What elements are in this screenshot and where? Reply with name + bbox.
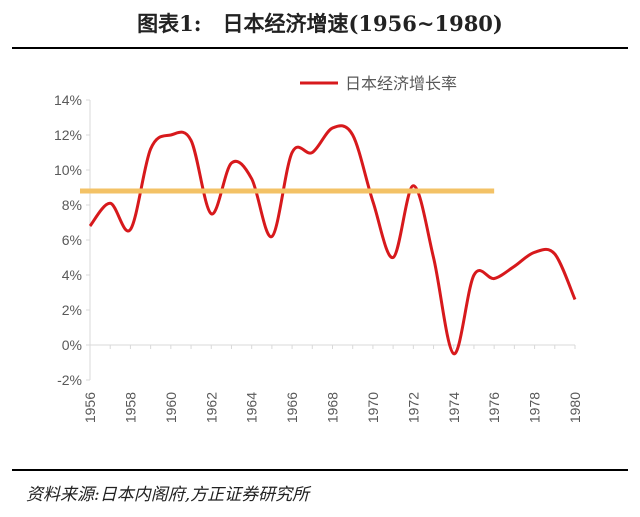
y-tick-label: 4%	[62, 267, 82, 283]
x-tick-label: 1956	[82, 392, 98, 423]
x-tick-label: 1964	[244, 392, 260, 423]
figure-title: 图表1: 日本经济增速(1956~1980)	[137, 11, 503, 36]
x-tick-label: 1960	[163, 392, 179, 423]
source-divider	[12, 469, 628, 471]
data-point	[89, 225, 92, 228]
x-axis: 1956 1958 1960 1962 1964 1966 1968 1970 1972 1974…	[82, 344, 583, 423]
x-tick-label: 1980	[567, 392, 583, 423]
data-point	[553, 253, 556, 256]
y-tick-label: 12%	[54, 127, 82, 143]
legend: 日本经济增长率	[300, 75, 457, 93]
data-point	[270, 235, 273, 238]
data-point	[351, 134, 354, 137]
data-point	[129, 228, 132, 231]
data-point	[250, 177, 253, 180]
growth-rate-line	[88, 124, 577, 356]
y-tick-label: 0%	[62, 337, 82, 353]
data-point	[513, 265, 516, 268]
y-tick-label: 8%	[62, 197, 82, 213]
data-point	[392, 256, 395, 259]
y-tick-label: -2%	[57, 372, 82, 388]
data-point	[190, 139, 193, 142]
x-tick-label: 1974	[446, 392, 462, 423]
x-tick-label: 1976	[486, 392, 502, 423]
x-tick-label: 1970	[365, 392, 381, 423]
data-point	[371, 200, 374, 203]
data-point	[311, 151, 314, 154]
x-tick-label: 1978	[527, 392, 543, 423]
data-point	[230, 162, 233, 165]
source-note: 资料来源:日本内阁府,方正证券研究所	[26, 485, 310, 505]
series-layer	[80, 124, 577, 356]
data-point	[452, 352, 455, 355]
data-point	[210, 212, 213, 215]
data-point	[533, 251, 536, 254]
data-point	[149, 148, 152, 151]
data-point	[432, 256, 435, 259]
data-point	[331, 127, 334, 130]
x-tick-label: 1972	[405, 392, 421, 423]
data-point	[574, 298, 577, 301]
x-tick-label: 1962	[203, 392, 219, 423]
data-point	[169, 134, 172, 137]
y-tick-label: 10%	[54, 162, 82, 178]
data-point	[109, 202, 112, 205]
x-tick-label: 1966	[284, 392, 300, 423]
line-chart: -2%0%2%4%6%8%10%12%14% 1956 1958 1960 1962 1…	[54, 75, 583, 423]
x-tick-label: 1958	[122, 392, 138, 423]
title-divider	[12, 47, 628, 49]
x-tick-label: 1968	[325, 392, 341, 423]
data-point	[412, 184, 415, 187]
data-point	[473, 274, 476, 277]
y-tick-label: 14%	[54, 92, 82, 108]
data-point	[291, 151, 294, 154]
y-axis: -2% 0% 2% 4% 6% 8% 10% 12% 14%	[54, 92, 91, 388]
y-tick-label: 6%	[62, 232, 82, 248]
data-point	[493, 277, 496, 280]
legend-label: 日本经济增长率	[345, 75, 457, 93]
y-tick-label: 2%	[62, 302, 82, 318]
